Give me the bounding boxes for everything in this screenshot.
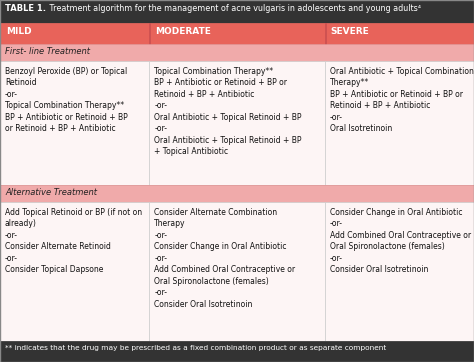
Text: MODERATE: MODERATE (155, 27, 211, 36)
Text: Topical Combination Therapy**
BP + Antibiotic or Retinoid + BP or
Retinoid + BP : Topical Combination Therapy** BP + Antib… (155, 67, 302, 156)
Text: Alternative Treatment: Alternative Treatment (5, 188, 97, 197)
Bar (0, 341, 474, 362)
Text: TABLE 1.: TABLE 1. (5, 4, 46, 13)
Bar (325, 61, 474, 185)
Bar (149, 23, 150, 44)
Text: Benzoyl Peroxide (BP) or Topical
Retinoid
-or-
Topical Combination Therapy**
BP : Benzoyl Peroxide (BP) or Topical Retinoi… (5, 67, 128, 133)
Text: SEVERE: SEVERE (331, 27, 369, 36)
Bar (0, 23, 474, 44)
Text: ** indicates that the drug may be prescribed as a fixed combination product or a: ** indicates that the drug may be prescr… (5, 345, 386, 351)
Bar (0, 0, 474, 23)
Bar (149, 61, 325, 185)
Bar (325, 202, 474, 341)
Text: Treatment algorithm for the management of acne vulgaris in adolescents and young: Treatment algorithm for the management o… (47, 4, 421, 13)
Text: First- line Treatment: First- line Treatment (5, 47, 90, 56)
Bar (0, 44, 474, 61)
Text: Oral Antibiotic + Topical Combination
Therapy**
BP + Antibiotic or Retinoid + BP: Oral Antibiotic + Topical Combination Th… (330, 67, 474, 133)
Bar (0, 61, 149, 185)
Bar (0, 202, 149, 341)
Text: Add Topical Retinoid or BP (if not on
already)
-or-
Consider Alternate Retinoid
: Add Topical Retinoid or BP (if not on al… (5, 208, 142, 274)
Text: Consider Alternate Combination
Therapy
-or-
Consider Change in Oral Antibiotic
-: Consider Alternate Combination Therapy -… (155, 208, 295, 308)
Text: Consider Change in Oral Antibiotic
-or-
Add Combined Oral Contraceptive or
Oral : Consider Change in Oral Antibiotic -or- … (330, 208, 471, 274)
Bar (325, 23, 326, 44)
Bar (0, 185, 474, 202)
Text: MILD: MILD (6, 27, 32, 36)
Bar (149, 202, 325, 341)
